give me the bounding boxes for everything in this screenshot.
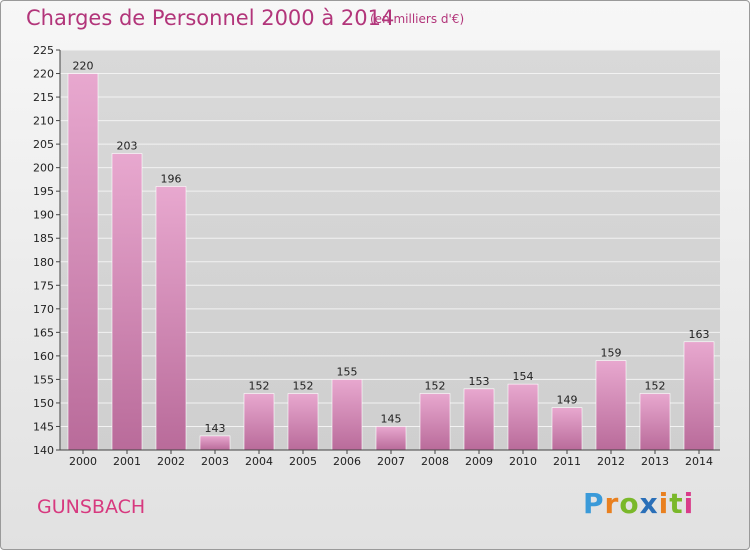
x-tick-label-2006: 2006 bbox=[333, 455, 361, 468]
x-tick-label-2002: 2002 bbox=[157, 455, 185, 468]
bar-2012 bbox=[595, 360, 627, 451]
x-tick-label-2013: 2013 bbox=[641, 455, 669, 468]
logo-letter: i bbox=[683, 487, 695, 520]
bar-2008 bbox=[419, 393, 451, 451]
x-tick-label-2010: 2010 bbox=[509, 455, 537, 468]
y-tick-label: 215 bbox=[33, 91, 54, 104]
x-tick-label-2001: 2001 bbox=[113, 455, 141, 468]
y-tick-label: 155 bbox=[33, 373, 54, 386]
y-axis: 140 145 150 155 160 165 170 175 180 185 190 195 200 2… bbox=[33, 44, 61, 457]
value-label-2005: 152 bbox=[293, 380, 314, 393]
y-tick-label: 180 bbox=[33, 256, 54, 269]
value-label-2004: 152 bbox=[249, 380, 270, 393]
bar-2007 bbox=[375, 426, 407, 451]
y-tick-label: 220 bbox=[33, 68, 54, 81]
logo-letter: P bbox=[583, 487, 605, 520]
x-tick-label-2000: 2000 bbox=[69, 455, 97, 468]
value-label-2011: 149 bbox=[557, 394, 578, 407]
value-label-2000: 220 bbox=[73, 60, 94, 73]
x-tick-label-2005: 2005 bbox=[289, 455, 317, 468]
y-tick-label: 200 bbox=[33, 162, 54, 175]
bar-2000 bbox=[67, 73, 99, 451]
bar-2003 bbox=[199, 435, 231, 451]
bar-2004 bbox=[243, 393, 275, 451]
y-tick-label: 170 bbox=[33, 303, 54, 316]
value-label-2013: 152 bbox=[645, 380, 666, 393]
chart-subtitle: (en milliers d'€) bbox=[370, 12, 465, 26]
y-tick-label: 160 bbox=[33, 350, 54, 363]
value-label-2012: 159 bbox=[601, 347, 622, 360]
y-tick-label: 175 bbox=[33, 279, 54, 292]
bar-2005 bbox=[287, 393, 319, 451]
value-labels: 220 203 196 143 152 152 155 145 152 153 154 149 159 1… bbox=[73, 60, 710, 435]
chart-title: Charges de Personnel 2000 à 2014 bbox=[26, 6, 395, 30]
value-label-2009: 153 bbox=[469, 375, 490, 388]
x-axis: 2000 2001 2002 2003 2004 2005 2006 2007 2008 2009… bbox=[60, 449, 720, 468]
x-tick-label-2012: 2012 bbox=[597, 455, 625, 468]
proxiti-logo: Proxiti bbox=[583, 487, 694, 520]
y-tick-label: 195 bbox=[33, 185, 54, 198]
logo-letter: t bbox=[669, 487, 684, 520]
x-tick-label-2004: 2004 bbox=[245, 455, 273, 468]
place-name: GUNSBACH bbox=[37, 496, 146, 518]
x-tick-label-2009: 2009 bbox=[465, 455, 493, 468]
y-tick-label: 165 bbox=[33, 326, 54, 339]
bar-2014 bbox=[683, 341, 715, 451]
bar-2013 bbox=[639, 393, 671, 451]
y-tick-label: 145 bbox=[33, 420, 54, 433]
value-label-2014: 163 bbox=[689, 328, 710, 341]
y-tick-label: 225 bbox=[33, 44, 54, 57]
x-tick-label-2007: 2007 bbox=[377, 455, 405, 468]
logo-letter: o bbox=[619, 487, 640, 520]
value-label-2008: 152 bbox=[425, 380, 446, 393]
y-tick-label: 185 bbox=[33, 232, 54, 245]
y-tick-label: 205 bbox=[33, 138, 54, 151]
y-tick-label: 140 bbox=[33, 444, 54, 457]
bar-2009 bbox=[463, 388, 495, 451]
bars bbox=[67, 73, 715, 451]
bar-2011 bbox=[551, 407, 583, 451]
value-label-2010: 154 bbox=[513, 370, 534, 383]
y-tick-label: 190 bbox=[33, 209, 54, 222]
y-tick-label: 150 bbox=[33, 397, 54, 410]
value-label-2002: 196 bbox=[161, 172, 182, 185]
y-tick-label: 210 bbox=[33, 115, 54, 128]
logo-letter: x bbox=[639, 487, 659, 520]
value-label-2003: 143 bbox=[205, 422, 226, 435]
logo-letter: r bbox=[604, 487, 620, 520]
bar-2010 bbox=[507, 383, 539, 451]
bar-2001 bbox=[111, 153, 143, 451]
logo-letter: i bbox=[658, 487, 670, 520]
bar-2002 bbox=[155, 186, 187, 451]
x-tick-label-2008: 2008 bbox=[421, 455, 449, 468]
value-label-2007: 145 bbox=[381, 412, 402, 425]
x-tick-label-2014: 2014 bbox=[685, 455, 713, 468]
x-tick-label-2003: 2003 bbox=[201, 455, 229, 468]
x-tick-label-2011: 2011 bbox=[553, 455, 581, 468]
bar-2006 bbox=[331, 379, 363, 451]
value-label-2006: 155 bbox=[337, 365, 358, 378]
value-label-2001: 203 bbox=[117, 140, 138, 153]
